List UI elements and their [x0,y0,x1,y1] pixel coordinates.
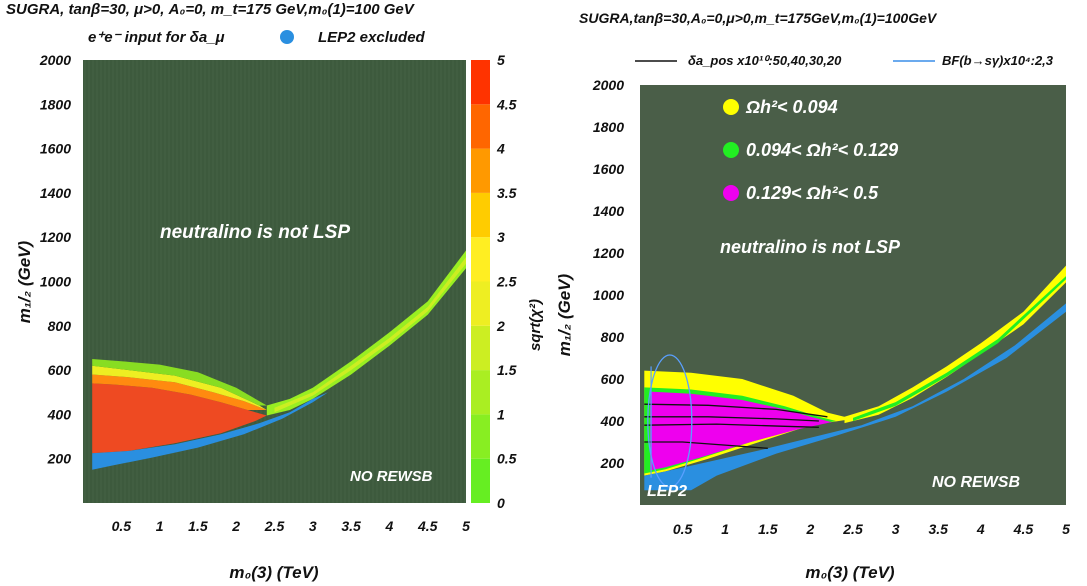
x-tick-label: 2 [231,518,240,534]
annotation-no-rewsb: NO REWSB [932,474,1020,491]
colorbar-tick-label: 0 [497,495,505,511]
colorbar-tick-label: 3 [497,229,505,245]
x-tick-label: 2.5 [842,521,863,537]
chart-title: SUGRA, tanβ=30, μ>0, A₀=0, m_t=175 GeV,m… [6,1,416,18]
colorbar-segment [471,370,490,415]
x-tick-label: 5 [1062,521,1070,537]
y-tick-label: 1400 [593,203,624,219]
y-tick-label: 1200 [593,245,624,261]
y-tick-label: 1000 [40,274,71,290]
x-tick-label: 1.5 [188,518,208,534]
x-tick-label: 3 [309,518,317,534]
x-tick-label: 4.5 [417,518,438,534]
x-tick-label: 0.5 [112,518,132,534]
y-tick-label: 2000 [592,77,624,93]
colorbar-tick-label: 2.5 [496,274,517,290]
x-tick-label: 1 [721,521,729,537]
left-chart: SUGRA, tanβ=30, μ>0, A₀=0, m_t=175 GeV,m… [6,1,544,582]
y-tick-label: 600 [601,371,625,387]
y-tick-label: 1800 [40,96,71,112]
colorbar-segment [471,104,490,149]
colorbar-tick-label: 1.5 [497,362,517,378]
colorbar-tick-label: 0.5 [497,451,517,467]
x-tick-label: 0.5 [673,521,693,537]
legend-delta-a-label: δa_pos x10¹⁰:50,40,30,20 [688,53,842,68]
x-tick-label: 3 [892,521,900,537]
region-high-chi2 [92,383,267,454]
y-tick-label: 1200 [40,229,71,245]
y-tick-label: 800 [601,329,625,345]
contour-delta-a-50 [644,403,828,418]
contour-delta-a-40 [644,416,819,422]
contour-delta-a-30 [644,423,819,428]
colorbar-segment [471,148,490,193]
y-tick-label: 800 [48,318,72,334]
y-tick-label: 600 [48,362,72,378]
region-lep2 [644,303,1066,491]
colorbar-tick-label: 2 [496,318,505,334]
colorbar-tick-label: 1 [497,406,505,422]
annotation-no-rewsb: NO REWSB [350,468,433,485]
y-tick-label: 400 [600,413,625,429]
x-tick-label: 3.5 [341,518,361,534]
colorbar-segment [471,281,490,326]
y-tick-label: 400 [47,406,72,422]
contour-bsg-2 [647,354,693,488]
region-lowmid-chi2 [92,365,267,410]
x-tick-label: 1.5 [758,521,778,537]
region-low-chi2 [92,359,267,406]
x-tick-label: 4.5 [1013,521,1034,537]
colorbar-tick-label: 3.5 [497,185,517,201]
y-tick-label: 200 [600,455,625,471]
region-lep2-excluded [92,392,329,470]
colorbar-tick-label: 4.5 [496,96,517,112]
x-tick-label: 4 [976,521,985,537]
annotation-not-lsp: neutralino is not LSP [720,237,901,257]
region-legend-label: 0.129< Ωh²< 0.5 [746,183,879,203]
colorbar-segment [471,237,490,282]
colorbar-label: sqrt(χ²) [527,299,544,351]
colorbar-segment [471,60,490,105]
colorbar-segment [471,414,490,459]
legend-bsg-label: BF(b→sγ)x10⁴:2,3 [942,53,1054,68]
region-legend-marker [723,185,739,201]
x-axis-label: m₀(3) (TeV) [805,563,895,582]
y-tick-label: 1000 [593,287,624,303]
y-tick-label: 1400 [40,185,71,201]
region-mid-chi2 [92,374,267,410]
annotation-lep2: LEP2 [647,483,687,500]
contour-delta-a-20 [644,441,768,449]
region-legend-label: Ωh²< 0.094 [745,97,838,117]
y-axis-label: m₁/₂ (GeV) [555,273,574,356]
y-axis-label: m₁/₂ (GeV) [15,240,34,323]
colorbar-segment [471,325,490,371]
x-tick-label: 4 [385,518,394,534]
right-chart: SUGRA,tanβ=30,A₀=0,μ>0,m_t=175GeV,m₀(1)=… [555,10,1070,582]
x-tick-label: 3.5 [928,521,948,537]
region-legend-marker [723,142,739,158]
legend-excluded-marker [280,30,294,44]
colorbar-segment [471,192,490,238]
annotation-not-lsp: neutralino is not LSP [160,222,350,243]
x-axis-label: m₀(3) (TeV) [229,563,319,582]
y-tick-label: 1600 [40,141,71,157]
colorbar-tick-label: 5 [497,52,505,68]
region-legend-marker [723,99,739,115]
legend-excluded-label: LEP2 excluded [318,29,426,46]
y-tick-label: 2000 [39,52,71,68]
y-tick-label: 1600 [593,161,624,177]
subtitle-input: e⁺e⁻ input for δa_μ [88,29,225,46]
colorbar-segment [471,458,490,503]
chart-title: SUGRA,tanβ=30,A₀=0,μ>0,m_t=175GeV,m₀(1)=… [579,10,938,26]
y-tick-label: 200 [47,451,72,467]
x-tick-label: 1 [156,518,164,534]
y-tick-label: 1800 [593,119,624,135]
x-tick-label: 2.5 [264,518,285,534]
colorbar-tick-label: 4 [496,141,505,157]
region-legend-label: 0.094< Ωh²< 0.129 [746,140,898,160]
x-tick-label: 2 [806,521,815,537]
x-tick-label: 5 [462,518,470,534]
